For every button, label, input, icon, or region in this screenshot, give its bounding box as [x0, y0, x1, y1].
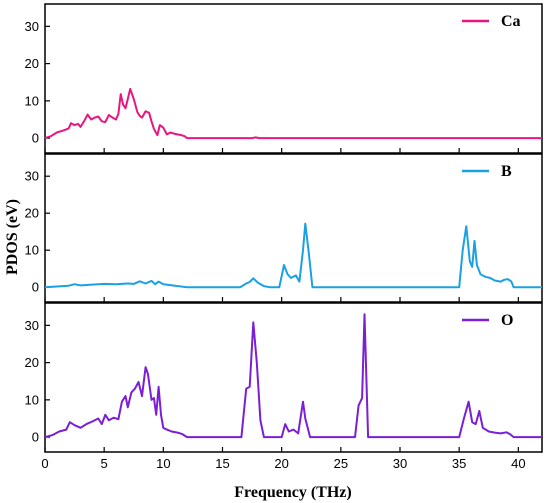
y-tick-label: 0	[32, 280, 39, 295]
panel-middle: 0 10 20 30 B	[25, 153, 543, 303]
x-tick-label: 25	[334, 456, 348, 471]
panel-frame	[44, 153, 543, 303]
y-tick-label: 0	[32, 430, 39, 445]
x-tick-label: 15	[215, 456, 229, 471]
x-tick-label: 5	[101, 456, 108, 471]
y-tick-label: 0	[32, 131, 39, 146]
x-tick-label: 35	[452, 456, 466, 471]
x-tick-label: 40	[511, 456, 525, 471]
panels-group: 0 10 20 30 Ca 0 10 20 30 B 0 10 20 30 0 5 10 15 20 25 30 35 40…	[25, 3, 543, 471]
x-axis-title: Frequency (THz)	[234, 484, 351, 501]
y-tick-label: 30	[25, 318, 39, 333]
panel-top: 0 10 20 30 Ca	[25, 3, 543, 154]
series-line-ca	[44, 87, 542, 140]
y-tick-label: 20	[25, 355, 39, 370]
legend-label: B	[501, 163, 512, 180]
panel-frame	[44, 3, 543, 154]
y-tick-label: 30	[25, 169, 39, 184]
y-tick-label: 10	[25, 243, 39, 258]
y-tick-label: 10	[25, 93, 39, 108]
y-tick-label: 20	[25, 206, 39, 221]
x-tick-label: 20	[274, 456, 288, 471]
x-tick-label: 10	[156, 456, 170, 471]
x-tick-label: 0	[41, 456, 48, 471]
y-tick-label: 20	[25, 56, 39, 71]
panel-frame	[44, 302, 543, 453]
x-tick-label: 30	[393, 456, 407, 471]
series-line-b	[44, 222, 542, 289]
series-line-o	[44, 313, 542, 439]
y-tick-label: 30	[25, 19, 39, 34]
y-axis-title: PDOS (eV)	[4, 199, 21, 275]
y-tick-label: 10	[25, 392, 39, 407]
legend-label: O	[501, 312, 513, 329]
panel-bottom: 0 10 20 30 0 5 10 15 20 25 30 35 40 O	[25, 302, 543, 471]
legend-label: Ca	[501, 13, 521, 30]
